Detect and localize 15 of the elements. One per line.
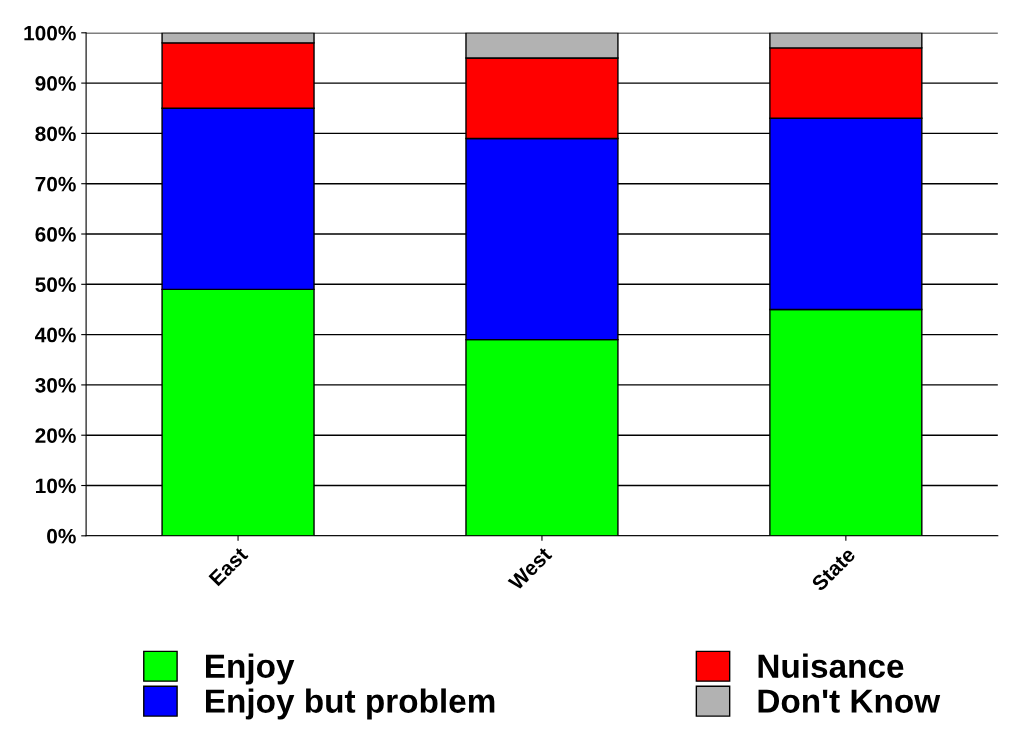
- y-tick-label: 20%: [35, 428, 76, 443]
- y-tick-label: 40%: [35, 327, 76, 343]
- y-tick-label: 30%: [35, 377, 76, 393]
- y-tick-label: 70%: [35, 176, 76, 192]
- legend-label: Nuisance: [758, 653, 904, 678]
- legend-label: Enjoy but problem: [206, 688, 495, 720]
- y-tick-label: 100%: [24, 25, 76, 41]
- y-tick-label: 50%: [35, 277, 76, 293]
- y-tick-label: 60%: [35, 227, 76, 242]
- y-tick-label: 10%: [36, 478, 76, 494]
- legend-label: Enjoy: [206, 653, 295, 685]
- y-tick-label: 0%: [47, 528, 76, 544]
- y-tick-label: 80%: [35, 126, 76, 142]
- legend-label: Don't Know: [758, 689, 941, 713]
- y-tick-label: 90%: [35, 76, 76, 91]
